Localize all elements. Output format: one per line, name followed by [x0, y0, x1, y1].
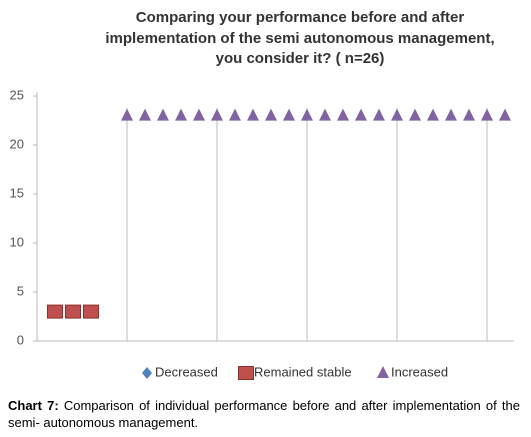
marker-triangle: [139, 108, 151, 121]
marker-triangle: [121, 108, 133, 121]
marker-triangle: [265, 108, 277, 121]
chart: Comparing your performance before and af…: [10, 9, 514, 380]
marker-triangle: [175, 108, 187, 121]
marker-triangle: [157, 108, 169, 121]
y-tick-label: 5: [17, 283, 24, 298]
marker-triangle: [283, 108, 295, 121]
marker-square: [65, 304, 81, 319]
y-tick-label: 10: [10, 234, 24, 249]
y-tick-label: 0: [17, 332, 24, 347]
marker-triangle: [463, 108, 475, 121]
marker-square: [238, 366, 254, 380]
marker-triangle: [355, 108, 367, 121]
caption-text: Comparison of individual performance bef…: [8, 398, 520, 430]
marker-triangle: [427, 108, 439, 121]
marker-triangle: [499, 108, 511, 121]
y-tick-label: 20: [10, 136, 24, 151]
y-tick-label: 15: [10, 185, 24, 200]
caption: Chart 7: Comparison of individual perfor…: [8, 397, 520, 431]
marker-triangle: [211, 108, 223, 121]
marker-diamond: [142, 367, 152, 379]
marker-triangle: [319, 108, 331, 121]
legend-label: Remained stable: [254, 364, 352, 379]
marker-triangle: [301, 108, 313, 121]
marker-triangle: [445, 108, 457, 121]
legend-label: Decreased: [155, 364, 218, 379]
marker-triangle: [373, 108, 385, 121]
caption-label: Chart 7:: [8, 398, 59, 413]
chart-title: you consider it? ( n=26): [216, 50, 385, 67]
y-tick-label: 25: [10, 87, 24, 102]
marker-triangle: [409, 108, 421, 121]
marker-triangle: [229, 108, 241, 121]
marker-triangle: [337, 108, 349, 121]
marker-triangle: [193, 108, 205, 121]
marker-triangle: [247, 108, 259, 121]
marker-triangle: [377, 366, 389, 378]
chart-title: implementation of the semi autonomous ma…: [105, 30, 494, 47]
chart-title: Comparing your performance before and af…: [136, 9, 465, 26]
marker-triangle: [391, 108, 403, 121]
marker-square: [47, 304, 63, 319]
legend-label: Increased: [391, 364, 448, 379]
marker-triangle: [481, 108, 493, 121]
marker-square: [83, 304, 99, 319]
